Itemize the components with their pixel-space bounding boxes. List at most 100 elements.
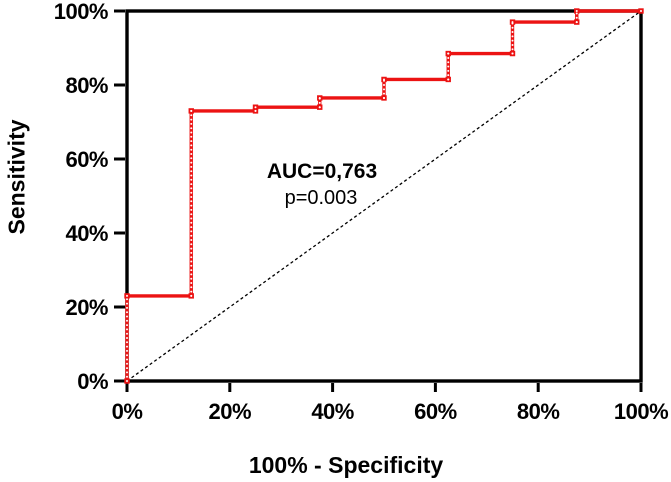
x-tick-label: 0%	[112, 399, 143, 424]
marker-dot	[447, 65, 450, 68]
marker-dot	[190, 208, 193, 211]
marker-dot	[383, 92, 385, 95]
marker-dot	[190, 239, 193, 241]
marker-dot	[575, 16, 578, 19]
marker-dot	[190, 161, 193, 164]
marker-dot	[126, 358, 128, 361]
marker-dot	[190, 118, 193, 121]
marker-dot	[383, 88, 385, 91]
plot-frame	[125, 9, 643, 383]
marker-dot	[190, 114, 193, 117]
marker-dot	[190, 277, 193, 280]
marker-dot	[190, 204, 193, 207]
marker-dot	[575, 21, 578, 24]
y-tick-label: 60%	[65, 147, 108, 172]
marker-dot	[190, 226, 193, 229]
marker-dot	[447, 78, 450, 81]
marker-dot	[190, 178, 193, 181]
marker-dot	[126, 302, 128, 305]
y-tick-label: 20%	[65, 295, 108, 320]
marker-dot	[447, 52, 450, 55]
marker-dot	[190, 187, 193, 190]
marker-dot	[126, 362, 128, 365]
marker-dot	[126, 294, 128, 297]
marker-dot	[190, 213, 193, 216]
marker-dot	[190, 109, 193, 112]
marker-dot	[190, 127, 193, 130]
marker-dot	[190, 247, 193, 250]
x-tick-label: 80%	[517, 399, 560, 424]
marker-dot	[190, 282, 193, 284]
marker-dot	[190, 157, 193, 160]
marker-dot	[190, 221, 193, 224]
marker-dot	[254, 109, 257, 112]
marker-dot	[126, 328, 128, 331]
marker-dot	[190, 217, 193, 220]
marker-dot	[447, 74, 450, 77]
marker-dot	[126, 380, 128, 382]
marker-dot	[126, 311, 128, 314]
marker-dot	[126, 337, 128, 339]
marker-dot	[511, 48, 514, 51]
marker-dot	[190, 269, 193, 272]
marker-dot	[190, 165, 193, 168]
marker-dot	[511, 43, 514, 46]
auc-annotation: AUC=0,763	[266, 160, 378, 183]
marker-dot	[575, 10, 578, 12]
p-value-annotation: p=0.003	[284, 187, 358, 209]
marker-dot	[126, 324, 128, 327]
marker-dot	[190, 264, 193, 267]
marker-dot	[190, 294, 193, 297]
marker-dot	[126, 354, 128, 357]
marker-dot	[511, 35, 514, 38]
marker-dot	[318, 96, 321, 99]
marker-dot	[126, 341, 128, 344]
marker-dot	[254, 106, 257, 109]
marker-dot	[190, 148, 193, 151]
marker-dot	[190, 191, 193, 194]
marker-dot	[190, 183, 193, 186]
marker-dot	[190, 286, 193, 289]
marker-dot	[318, 101, 321, 104]
y-tick-label: 100%	[54, 0, 108, 24]
marker-dot	[190, 234, 193, 237]
marker-dot	[190, 256, 193, 259]
marker-dot	[126, 375, 128, 378]
marker-dot	[190, 174, 193, 177]
marker-dot	[447, 69, 450, 72]
marker-dot	[190, 230, 193, 233]
marker-dot	[190, 243, 193, 246]
marker-dot	[511, 21, 514, 24]
marker-dot	[190, 273, 193, 276]
marker-dot	[126, 306, 128, 309]
marker-dot	[190, 131, 193, 134]
marker-dot	[126, 371, 128, 374]
marker-dot	[447, 61, 450, 64]
y-axis-title: Sensitivity	[3, 119, 30, 235]
marker-dot	[575, 12, 578, 15]
marker-dot	[383, 84, 385, 87]
x-tick-label: 20%	[209, 399, 252, 424]
marker-dot	[126, 315, 128, 318]
chance-diagonal-line	[126, 10, 642, 382]
marker-dot	[383, 78, 385, 81]
marker-dot	[190, 260, 193, 263]
marker-dot	[640, 10, 642, 12]
x-tick-label: 100%	[614, 399, 668, 424]
marker-dot	[511, 39, 514, 42]
y-tick-label: 80%	[65, 73, 108, 98]
marker-dot	[190, 122, 193, 125]
marker-dot	[126, 367, 128, 370]
marker-dot	[126, 298, 128, 301]
marker-dot	[383, 96, 385, 99]
marker-dot	[190, 135, 193, 138]
marker-dot	[447, 56, 450, 59]
marker-dot	[190, 200, 193, 203]
marker-dot	[511, 31, 514, 34]
marker-dot	[190, 290, 193, 293]
marker-dot	[190, 196, 193, 198]
x-tick-label: 40%	[311, 399, 354, 424]
x-axis-title: 100% - Specificity	[248, 452, 444, 478]
